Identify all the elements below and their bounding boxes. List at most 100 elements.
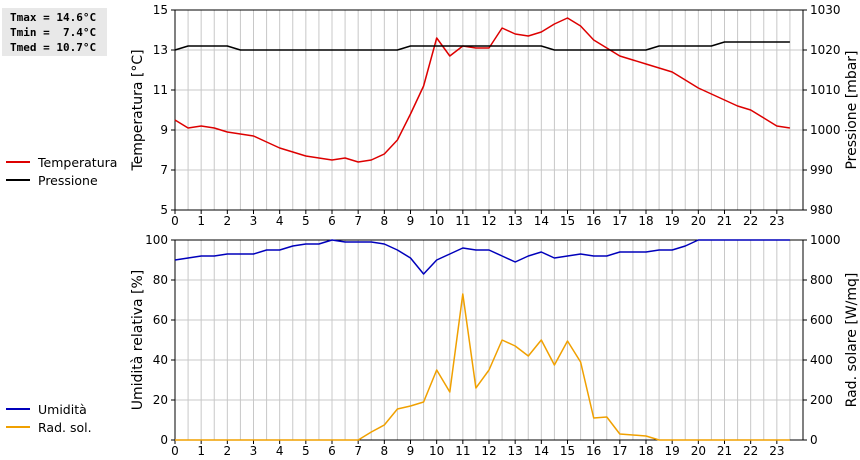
y-tick-label-right: 0 — [810, 433, 818, 447]
legend-top: Temperatura Pressione — [6, 153, 117, 189]
x-tick-label: 8 — [381, 444, 389, 458]
y-tick-label-left: 80 — [153, 273, 168, 287]
legend-label: Temperatura — [38, 154, 118, 170]
x-tick-label: 13 — [508, 214, 523, 228]
x-tick-label: 5 — [302, 444, 310, 458]
x-tick-label: 14 — [534, 214, 549, 228]
y-tick-label-left: 40 — [153, 353, 168, 367]
x-tick-label: 7 — [354, 444, 362, 458]
y-tick-label-right: 1010 — [810, 83, 841, 97]
y-tick-label-left: 7 — [160, 163, 168, 177]
y-tick-label-left: 15 — [153, 3, 168, 17]
y-axis-label-left: Temperatura [°C] — [130, 49, 146, 171]
legend-label: Rad. sol. — [38, 419, 92, 435]
x-tick-label: 9 — [407, 214, 415, 228]
y-tick-label-left: 0 — [160, 433, 168, 447]
x-tick-label: 14 — [534, 444, 549, 458]
y-tick-label-right: 1000 — [810, 123, 841, 137]
x-tick-label: 16 — [586, 444, 601, 458]
series-line-umidit- — [174, 239, 790, 275]
x-tick-label: 21 — [717, 214, 732, 228]
x-tick-label: 18 — [638, 444, 653, 458]
y-tick-label-left: 60 — [153, 313, 168, 327]
x-tick-label: 6 — [328, 444, 336, 458]
x-tick-label: 10 — [429, 214, 444, 228]
x-tick-label: 19 — [665, 444, 680, 458]
x-tick-label: 20 — [691, 444, 706, 458]
x-tick-label: 1 — [197, 214, 205, 228]
y-tick-label-right: 980 — [810, 203, 833, 217]
y-tick-label-right: 800 — [810, 273, 833, 287]
x-tick-label: 11 — [455, 444, 470, 458]
x-tick-label: 4 — [276, 214, 284, 228]
y-tick-label-left: 11 — [153, 83, 168, 97]
legend-bottom: Umidità Rad. sol. — [6, 400, 92, 436]
x-tick-label: 0 — [171, 214, 179, 228]
legend-label: Pressione — [38, 172, 98, 188]
stat-tmed: Tmed = 10.7°C — [10, 41, 97, 54]
y-tick-label-right: 1020 — [810, 43, 841, 57]
legend-item-pressione: Pressione — [6, 171, 117, 189]
y-axis-label-right: Pressione [mbar] — [844, 50, 860, 169]
y-axis-label-left: Umidità relativa [%] — [130, 270, 146, 411]
stat-tmin: Tmin = 7.4°C — [10, 26, 97, 39]
chart-panel-1: 0 1 2 3 4 5 6 7 8 9 10 11 12 13 14 15 16 17 18 19 20 21 22 2357… — [130, 3, 860, 228]
x-tick-label: 17 — [612, 444, 627, 458]
y-tick-label-right: 600 — [810, 313, 833, 327]
x-tick-label: 2 — [224, 444, 232, 458]
x-tick-label: 21 — [717, 444, 732, 458]
y-tick-label-left: 9 — [160, 123, 168, 137]
series-line-rad-sol- — [175, 293, 790, 441]
x-tick-label: 10 — [429, 444, 444, 458]
legend-swatch — [6, 179, 30, 181]
y-tick-label-right: 400 — [810, 353, 833, 367]
x-tick-label: 23 — [769, 444, 784, 458]
legend-label: Umidità — [38, 401, 87, 417]
x-tick-label: 5 — [302, 214, 310, 228]
y-axis-label-right: Rad. solare [W/mq] — [844, 273, 860, 408]
x-tick-label: 20 — [691, 214, 706, 228]
y-tick-label-left: 100 — [145, 233, 168, 247]
y-tick-label-right: 1030 — [810, 3, 841, 17]
legend-swatch — [6, 161, 30, 163]
series-line-pressione — [174, 41, 790, 51]
x-tick-label: 17 — [612, 214, 627, 228]
x-tick-label: 22 — [743, 214, 758, 228]
x-tick-label: 19 — [665, 214, 680, 228]
x-tick-label: 3 — [250, 214, 258, 228]
x-tick-label: 7 — [354, 214, 362, 228]
x-tick-label: 3 — [250, 444, 258, 458]
x-tick-label: 12 — [481, 214, 496, 228]
y-tick-label-left: 20 — [153, 393, 168, 407]
legend-item-temperatura: Temperatura — [6, 153, 117, 171]
x-tick-label: 23 — [769, 214, 784, 228]
legend-swatch — [6, 408, 30, 410]
chart-panel-2: 0 1 2 3 4 5 6 7 8 9 10 11 12 13 14 15 16 17 18 19 20 21 22 2302… — [130, 233, 860, 458]
x-tick-label: 13 — [508, 444, 523, 458]
x-tick-label: 15 — [560, 214, 575, 228]
stat-tmax: Tmax = 14.6°C — [10, 11, 97, 24]
x-tick-label: 6 — [328, 214, 336, 228]
x-tick-label: 2 — [224, 214, 232, 228]
x-tick-label: 9 — [407, 444, 415, 458]
x-tick-label: 1 — [197, 444, 205, 458]
x-tick-label: 8 — [381, 214, 389, 228]
stats-box: Tmax = 14.6°C Tmin = 7.4°C Tmed = 10.7°C — [2, 8, 107, 56]
x-tick-label: 0 — [171, 444, 179, 458]
x-tick-label: 12 — [481, 444, 496, 458]
series-line-temperatura — [174, 17, 791, 163]
y-tick-label-right: 990 — [810, 163, 833, 177]
y-tick-label-right: 1000 — [810, 233, 841, 247]
x-tick-label: 16 — [586, 214, 601, 228]
y-tick-label-left: 5 — [160, 203, 168, 217]
y-tick-label-right: 200 — [810, 393, 833, 407]
x-tick-label: 18 — [638, 214, 653, 228]
y-tick-label-left: 13 — [153, 43, 168, 57]
x-tick-label: 11 — [455, 214, 470, 228]
legend-item-radsol: Rad. sol. — [6, 418, 92, 436]
x-tick-label: 15 — [560, 444, 575, 458]
legend-item-umidita: Umidità — [6, 400, 92, 418]
x-tick-label: 4 — [276, 444, 284, 458]
x-tick-label: 22 — [743, 444, 758, 458]
